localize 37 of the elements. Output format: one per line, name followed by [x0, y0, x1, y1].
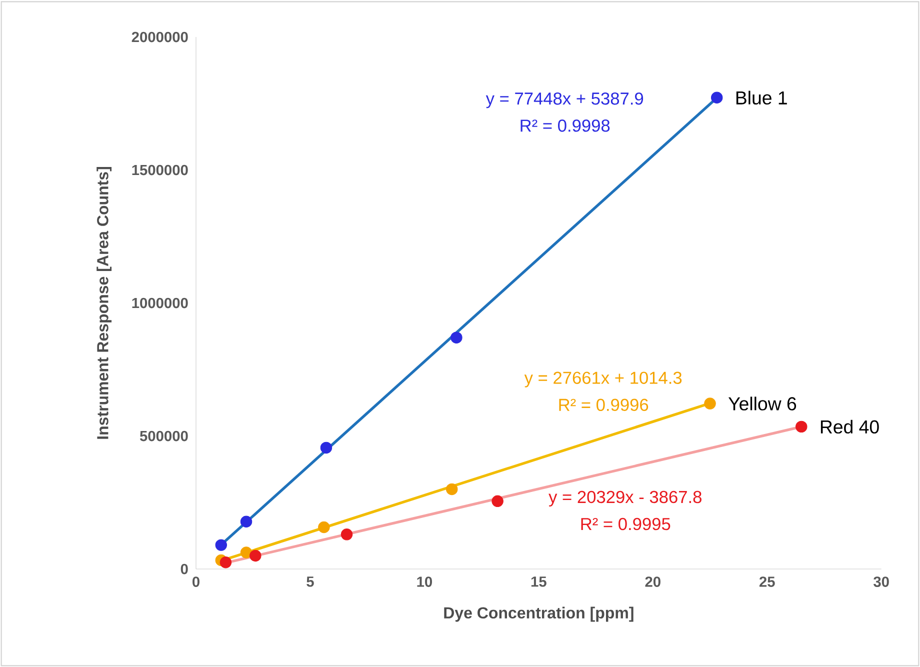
point — [492, 495, 504, 508]
point — [710, 92, 723, 104]
y-tick-label: 2000000 — [132, 32, 188, 42]
y-tick-label: 500000 — [140, 430, 188, 442]
series-label: Red 40 — [820, 420, 879, 434]
point — [318, 521, 330, 534]
point — [450, 332, 462, 344]
x-tick-label: 5 — [306, 576, 314, 587]
annotation: R² = 0.9998 — [520, 120, 610, 132]
point — [220, 556, 232, 568]
x-tick-label: 20 — [645, 576, 660, 587]
point — [320, 442, 332, 454]
annotation: R² = 0.9996 — [559, 398, 648, 412]
y-tick-label: 0 — [180, 564, 188, 574]
series-label: Yellow 6 — [728, 396, 796, 410]
x-tick-label: 10 — [417, 576, 432, 587]
x-axis-title: Dye Concentration [ppm] — [444, 606, 634, 622]
point — [215, 539, 228, 551]
annotation: y = 20329x - 3867.8 — [548, 490, 702, 507]
point — [240, 546, 252, 558]
point — [250, 550, 262, 562]
x-tick-label: 30 — [874, 576, 889, 587]
point — [796, 420, 808, 433]
point — [704, 398, 716, 410]
y-tick-label: 1500000 — [132, 164, 188, 176]
point — [240, 516, 252, 528]
annotation: y = 77448x + 5387.9 — [486, 92, 644, 108]
point — [340, 528, 353, 540]
point — [446, 483, 458, 496]
x-tick-label: 25 — [759, 576, 775, 587]
y-axis-title: Instrument Response [Area Counts] — [96, 167, 112, 439]
x-tick-label: 0 — [192, 576, 200, 587]
annotation: y = 27661x + 1014.3 — [524, 372, 682, 388]
annotation: R² = 0.9995 — [581, 518, 670, 530]
y-tick-label: 1000000 — [132, 298, 188, 308]
x-tick-label: 15 — [531, 576, 546, 587]
series-label: Blue 1 — [736, 90, 787, 104]
